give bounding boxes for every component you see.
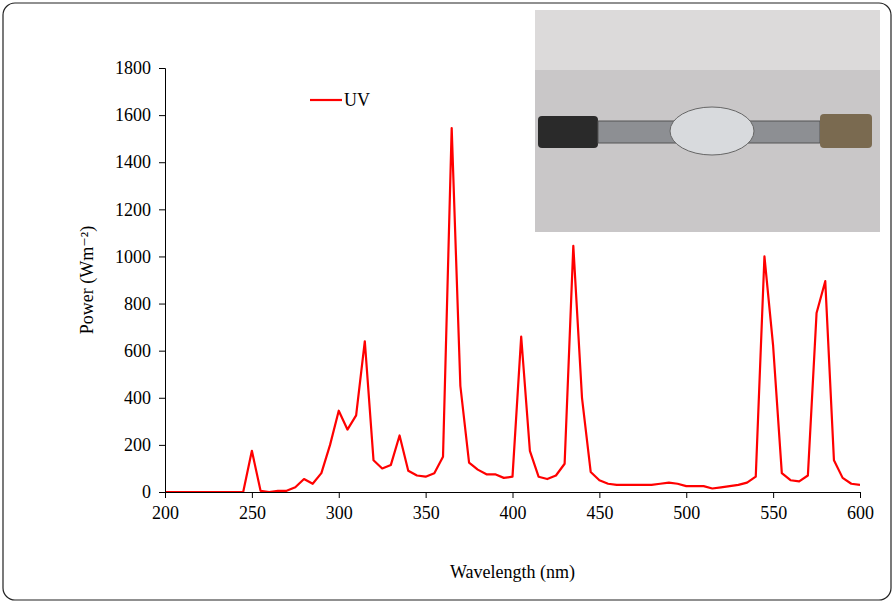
photo-background [535,10,880,232]
x-tick-mark [513,492,514,498]
x-tick-mark [686,492,687,498]
x-tick: 300 [326,492,353,523]
x-tick-label: 300 [326,503,353,523]
x-tick-label: 600 [847,503,874,523]
y-tick-label: 0 [142,482,151,502]
x-tick: 600 [847,492,874,523]
y-tick: 800 [124,294,165,314]
y-tick: 1600 [115,105,165,125]
y-axis-line [159,69,166,493]
y-tick-mark [159,492,165,493]
x-tick-mark [599,492,600,498]
x-tick-label: 500 [673,503,700,523]
lamp-bulb [670,107,754,155]
y-axis-title: Power (Wm⁻²) [77,226,98,334]
y-tick-label: 400 [124,388,151,408]
x-tick-label: 250 [239,503,266,523]
y-tick-label: 1600 [115,105,151,125]
y-tick: 200 [124,435,165,455]
y-tick-mark [159,209,165,210]
series-line [165,128,860,492]
x-axis-title: Wavelength (nm) [450,562,575,583]
y-tick-mark [159,304,165,305]
y-tick-label: 600 [124,341,151,361]
x-tick-label: 450 [586,503,613,523]
y-tick-label: 200 [124,435,151,455]
y-tick-label: 1400 [115,152,151,172]
x-tick-label: 350 [413,503,440,523]
y-tick-label: 1800 [115,58,151,78]
y-tick-mark [159,115,165,116]
legend: UV [310,90,370,110]
lamp-cap [538,116,598,148]
y-tick-label: 800 [124,294,151,314]
lamp-cap [820,114,872,148]
y-tick-label: 1000 [115,247,151,267]
x-tick-mark [252,492,253,498]
x-tick: 350 [413,492,440,523]
photo-highlight [535,10,880,70]
x-tick: 500 [673,492,700,523]
y-tick: 0 [142,482,165,502]
y-tick-mark [159,445,165,446]
y-tick: 1200 [115,200,165,220]
y-tick-label: 1200 [115,200,151,220]
x-tick: 550 [760,492,787,523]
y-tick: 400 [124,388,165,408]
x-tick: 250 [239,492,266,523]
x-tick: 400 [500,492,527,523]
y-tick: 1000 [115,247,165,267]
chart: 2002503003504004505005506000200400600800… [0,0,894,603]
x-tick-mark [339,492,340,498]
y-tick: 1400 [115,152,165,172]
y-tick-mark [159,351,165,352]
x-tick-mark [860,492,861,498]
y-tick-mark [159,68,165,69]
x-tick-label: 550 [760,503,787,523]
x-axis-line [166,493,861,499]
legend-swatch [310,99,342,101]
x-tick-label: 200 [152,503,179,523]
y-tick-mark [159,398,165,399]
y-tick: 600 [124,341,165,361]
x-tick: 450 [586,492,613,523]
y-tick-mark [159,162,165,163]
lamp-photo [535,10,880,232]
x-tick: 200 [152,492,179,523]
y-axis: 0 200 400 600 800 1000 1200 1400 1600 1800 [115,58,166,502]
y-tick: 1800 [115,58,165,78]
x-tick-mark [426,492,427,498]
legend-label: UV [344,90,370,110]
x-tick-mark [773,492,774,498]
x-tick-label: 400 [500,503,527,523]
x-axis: 200 250 300 350 400 450 500 550 600 [152,492,874,523]
plot-area [165,128,860,492]
y-tick-mark [159,256,165,257]
chart-frame [3,3,891,600]
